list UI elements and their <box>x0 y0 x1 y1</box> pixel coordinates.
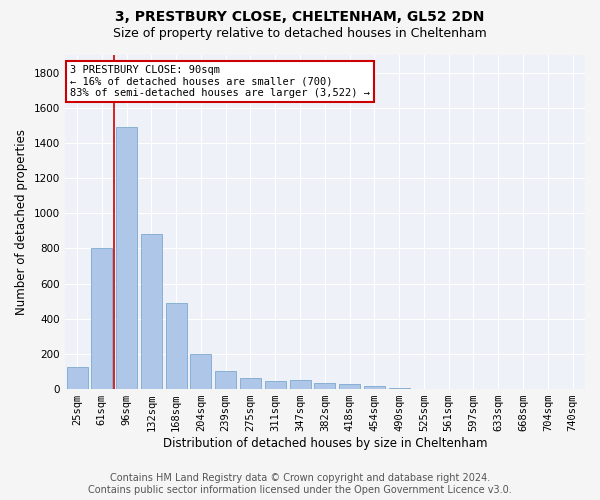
Bar <box>116 127 137 389</box>
Text: 3 PRESTBURY CLOSE: 90sqm
← 16% of detached houses are smaller (700)
83% of semi-: 3 PRESTBURY CLOSE: 90sqm ← 16% of detach… <box>70 65 370 98</box>
Bar <box>67 367 88 389</box>
Bar <box>339 384 360 389</box>
Bar <box>91 248 112 389</box>
Bar <box>166 303 187 389</box>
X-axis label: Distribution of detached houses by size in Cheltenham: Distribution of detached houses by size … <box>163 437 487 450</box>
Bar <box>314 383 335 389</box>
Bar <box>290 380 311 389</box>
Text: 3, PRESTBURY CLOSE, CHELTENHAM, GL52 2DN: 3, PRESTBURY CLOSE, CHELTENHAM, GL52 2DN <box>115 10 485 24</box>
Bar <box>190 354 211 389</box>
Bar <box>240 378 261 389</box>
Bar <box>215 370 236 389</box>
Bar <box>141 234 162 389</box>
Bar <box>265 381 286 389</box>
Bar <box>413 388 434 389</box>
Bar <box>364 386 385 389</box>
Text: Size of property relative to detached houses in Cheltenham: Size of property relative to detached ho… <box>113 28 487 40</box>
Bar <box>389 388 410 389</box>
Y-axis label: Number of detached properties: Number of detached properties <box>15 129 28 315</box>
Text: Contains HM Land Registry data © Crown copyright and database right 2024.
Contai: Contains HM Land Registry data © Crown c… <box>88 474 512 495</box>
